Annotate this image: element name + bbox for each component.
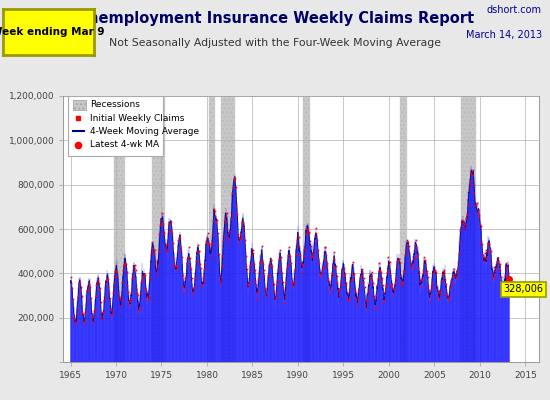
Bar: [208, 96, 214, 362]
Text: Recessions: Recessions: [90, 100, 140, 109]
Bar: [303, 96, 309, 362]
Text: 4-Week Moving Average: 4-Week Moving Average: [90, 127, 199, 136]
Bar: [461, 96, 475, 362]
Text: Initial Weekly Claims: Initial Weekly Claims: [90, 114, 184, 123]
Bar: [221, 96, 234, 362]
Bar: [400, 96, 406, 362]
Text: Unemployment Insurance Weekly Claims Report: Unemployment Insurance Weekly Claims Rep…: [76, 11, 474, 26]
Bar: [152, 96, 164, 362]
Bar: [114, 96, 124, 362]
Text: Latest 4-wk MA: Latest 4-wk MA: [90, 140, 159, 149]
Bar: [68, 96, 163, 156]
Bar: [400, 96, 406, 362]
Bar: [73, 100, 86, 110]
Bar: [208, 96, 214, 362]
Bar: [461, 96, 475, 362]
Bar: [221, 96, 234, 362]
Text: 328,006: 328,006: [504, 284, 543, 294]
Bar: [152, 96, 164, 362]
Text: dshort.com: dshort.com: [487, 5, 542, 15]
Text: Week ending Mar 9: Week ending Mar 9: [0, 27, 105, 37]
Text: Not Seasonally Adjusted with the Four-Week Moving Average: Not Seasonally Adjusted with the Four-We…: [109, 38, 441, 48]
Bar: [114, 96, 124, 362]
Bar: [73, 100, 86, 110]
Text: March 14, 2013: March 14, 2013: [466, 30, 542, 40]
Bar: [303, 96, 309, 362]
